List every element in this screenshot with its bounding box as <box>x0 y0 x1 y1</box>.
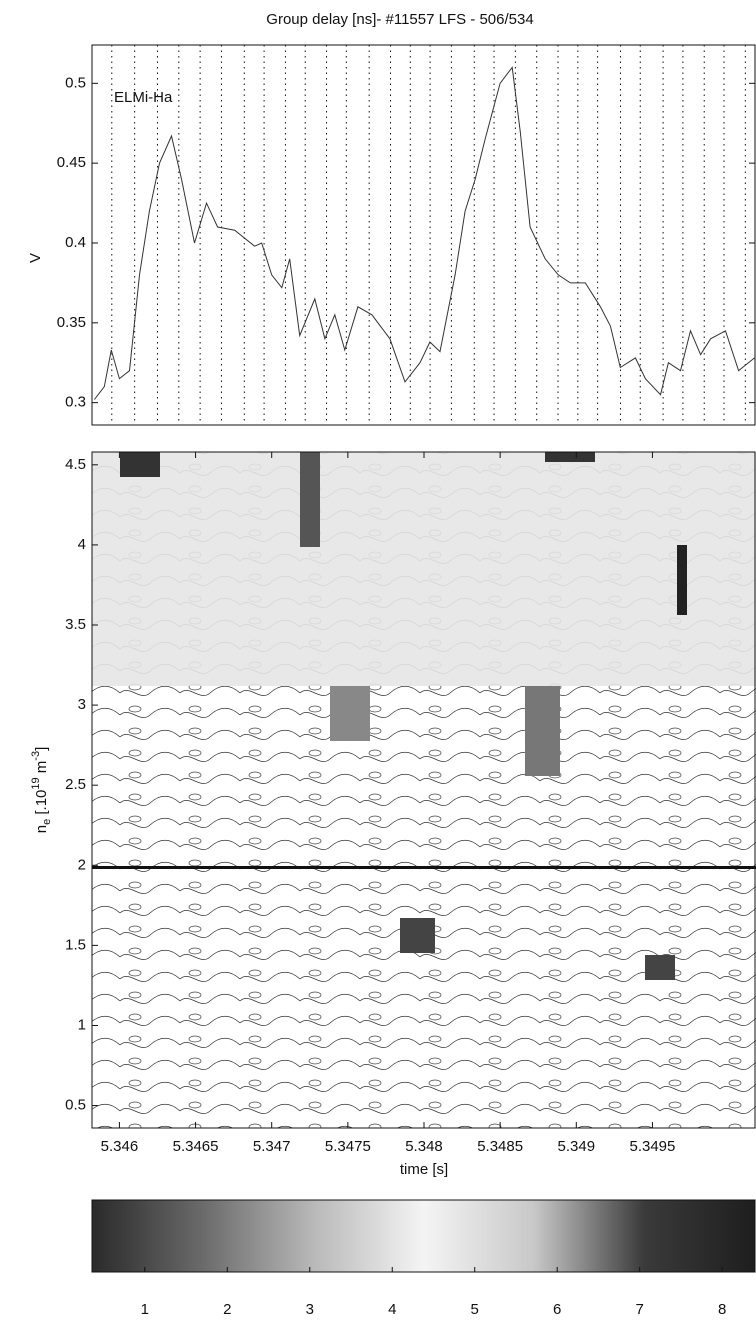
y-tick-label: 0.5 <box>65 1097 86 1114</box>
x-tick-label: 2 <box>223 1301 231 1318</box>
x-tick-label: 5.348 <box>405 1138 443 1155</box>
y-tick-label: 0.35 <box>57 314 86 331</box>
x-tick-label: 4 <box>388 1301 396 1318</box>
y-axis-label-part: ] <box>33 747 50 751</box>
y-tick-label: 1.5 <box>65 936 86 953</box>
y-axis-label: V <box>27 253 44 263</box>
x-tick-label: 5 <box>471 1301 479 1318</box>
y-tick-label: 1 <box>78 1016 86 1033</box>
x-tick-label: 8 <box>718 1301 726 1318</box>
y-tick-label: 2 <box>78 856 86 873</box>
x-tick-label: 5.3475 <box>325 1138 371 1155</box>
y-axis-label-part: m <box>33 761 50 778</box>
y-tick-label: 2.5 <box>65 776 86 793</box>
x-tick-label: 5.347 <box>253 1138 291 1155</box>
y-tick-label: 0.4 <box>65 234 86 251</box>
y-axis-label-part: e <box>41 819 53 825</box>
x-tick-label: 5.3465 <box>173 1138 219 1155</box>
colorbar <box>91 1199 756 1273</box>
x-tick-label: 5.349 <box>558 1138 596 1155</box>
chart-title: Group delay [ns]- #11557 LFS - 506/534 <box>266 11 533 28</box>
y-tick-label: 0.3 <box>65 394 86 411</box>
y-tick-label: 0.45 <box>57 154 86 171</box>
y-tick-label: 0.5 <box>65 74 86 91</box>
data-line <box>94 66 755 400</box>
y-axis-label-part: n <box>33 825 50 833</box>
contour-field <box>92 452 756 1128</box>
y-axis-label: ne [.1019 m-3] <box>30 747 53 834</box>
y-tick-label: 4 <box>78 536 86 553</box>
y-axis-label-part: [.10 <box>33 790 50 819</box>
plot-frame <box>91 44 756 426</box>
x-axis-label: time [s] <box>400 1161 448 1178</box>
annotation: ELMi-Ha <box>114 89 173 106</box>
x-tick-label: 3 <box>306 1301 314 1318</box>
x-tick-label: 6 <box>553 1301 561 1318</box>
y-axis-label-part: -3 <box>30 751 42 761</box>
x-tick-label: 5.3485 <box>477 1138 523 1155</box>
y-tick-label: 3.5 <box>65 616 86 633</box>
x-tick-label: 5.3495 <box>629 1138 675 1155</box>
y-axis-label-part: 19 <box>30 777 42 789</box>
y-tick-label: 3 <box>78 696 86 713</box>
x-tick-label: 1 <box>141 1301 149 1318</box>
x-tick-label: 5.346 <box>101 1138 139 1155</box>
y-tick-label: 4.5 <box>65 456 86 473</box>
x-tick-label: 7 <box>636 1301 644 1318</box>
